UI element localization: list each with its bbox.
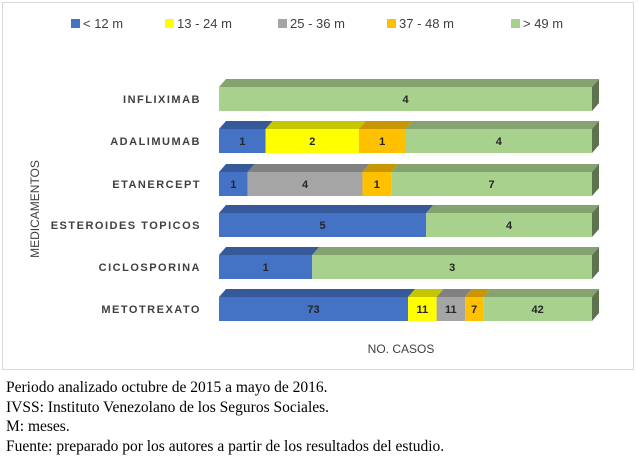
bar-top-etanercept-0 [219,164,255,172]
legend: < 12 m 13 - 24 m 25 - 36 m 37 - 48 m > 49 m [71,16,563,31]
bar-ciclosporina-4 [312,255,592,279]
note-months: M: meses. [6,418,70,435]
bar-top-infliximab-4 [219,79,599,87]
bar-top-metotrexato-3 [465,289,491,297]
bar-metotrexato-2 [436,297,466,321]
data-label-metotrexato-4: 42 [531,304,543,316]
legend-label-3: 37 - 48 m [399,16,454,31]
category-label-metotrexato: METOTREXATO [101,304,201,316]
category-label-infliximab: INFLIXIMAB [123,94,201,106]
legend-swatch-0 [71,19,80,28]
note-ivss: IVSS: Instituto Venezolano de los Seguro… [6,398,330,416]
bar-top-metotrexato-0 [219,289,416,297]
bar-etanercept-2 [247,172,363,196]
bar-metotrexato-1 [408,297,437,321]
data-label-metotrexato-0: 73 [307,304,319,316]
x-axis-title: NO. CASOS [368,342,435,356]
bar-top-esteroides-topicos-0 [219,205,434,213]
bar-top-adalimumab-1 [265,121,366,129]
bar-top-metotrexato-4 [483,289,599,297]
bar-top-etanercept-4 [391,164,599,172]
data-label-adalimumab-3: 1 [379,136,385,148]
data-label-adalimumab-1: 2 [309,136,315,148]
legend-label-4: > 49 m [523,16,563,31]
data-label-metotrexato-1: 11 [417,304,429,316]
legend-label-0: < 12 m [83,16,123,31]
data-label-ciclosporina-0: 1 [263,262,269,274]
data-label-metotrexato-3: 7 [471,304,477,316]
bar-side-infliximab [592,79,599,111]
bar-adalimumab-4 [405,129,592,153]
note-period: Periodo analizado octubre de 2015 a mayo… [6,379,328,396]
bar-etanercept-0 [219,172,248,196]
bar-top-esteroides-topicos-4 [426,205,599,213]
bar-adalimumab-3 [358,129,406,153]
chart-notes: Periodo analizado octubre de 2015 a mayo… [6,378,632,456]
bar-esteroides-topicos-0 [219,213,427,237]
bar-top-metotrexato-2 [436,289,473,297]
bar-top-ciclosporina-0 [219,247,320,255]
legend-swatch-1 [165,19,174,28]
bar-side-adalimumab [592,121,599,153]
bar-infliximab-4 [219,87,592,111]
bar-adalimumab-1 [265,129,359,153]
category-labels: INFLIXIMAB ADALIMUMAB ETANERCEPT ESTEROIDES… [51,94,201,316]
legend-swatch-4 [511,19,520,28]
data-label-adalimumab-4: 4 [496,136,503,148]
data-label-etanercept-0: 1 [230,179,236,191]
bar-side-metotrexato [592,289,599,321]
bar-metotrexato-4 [483,297,592,321]
bar-side-esteroides-topicos [592,205,599,237]
data-label-adalimumab-0: 1 [239,136,245,148]
bar-side-etanercept [592,164,599,196]
bar-top-adalimumab-3 [358,121,413,129]
bar-etanercept-4 [391,172,592,196]
bar-etanercept-3 [362,172,392,196]
bar-adalimumab-0 [219,129,266,153]
bar-esteroides-topicos-4 [426,213,592,237]
data-label-etanercept-2: 4 [302,179,309,191]
bars-area: 4 1 2 1 4 1 4 1 7 5 4 1 3 73 11 11 7 42 [219,79,599,321]
bar-top-metotrexato-1 [408,289,444,297]
data-label-esteroides-topicos-4: 4 [506,220,513,232]
bar-top-etanercept-2 [247,164,370,172]
category-label-esteroides-topicos: ESTEROIDES TOPICOS [51,220,201,232]
bar-ciclosporina-0 [219,255,313,279]
category-label-adalimumab: ADALIMUMAB [110,136,201,148]
chart-frame: < 12 m 13 - 24 m 25 - 36 m 37 - 48 m > 49 m … [2,2,634,370]
bar-top-adalimumab-0 [219,121,273,129]
data-label-ciclosporina-4: 3 [449,262,455,274]
legend-label-2: 25 - 36 m [290,16,345,31]
bar-metotrexato-3 [465,297,484,321]
y-axis-title: MEDICAMENTOS [28,160,42,258]
bar-top-etanercept-3 [362,164,399,172]
bar-metotrexato-0 [219,297,409,321]
data-label-etanercept-4: 7 [489,179,495,191]
data-label-etanercept-3: 1 [374,179,380,191]
data-label-infliximab-4: 4 [402,94,409,106]
data-label-esteroides-topicos-0: 5 [320,220,326,232]
data-label-metotrexato-2: 11 [445,304,457,316]
category-label-etanercept: ETANERCEPT [112,179,201,191]
legend-swatch-3 [387,19,396,28]
category-label-ciclosporina: CICLOSPORINA [99,262,201,274]
legend-label-1: 13 - 24 m [177,16,232,31]
legend-swatch-2 [278,19,287,28]
bar-side-ciclosporina [592,247,599,279]
bar-top-ciclosporina-4 [312,247,599,255]
note-source: Fuente: preparado por los autores a part… [6,437,445,455]
chart: < 12 m 13 - 24 m 25 - 36 m 37 - 48 m > 49 m … [28,16,599,356]
bar-top-adalimumab-4 [405,121,599,129]
